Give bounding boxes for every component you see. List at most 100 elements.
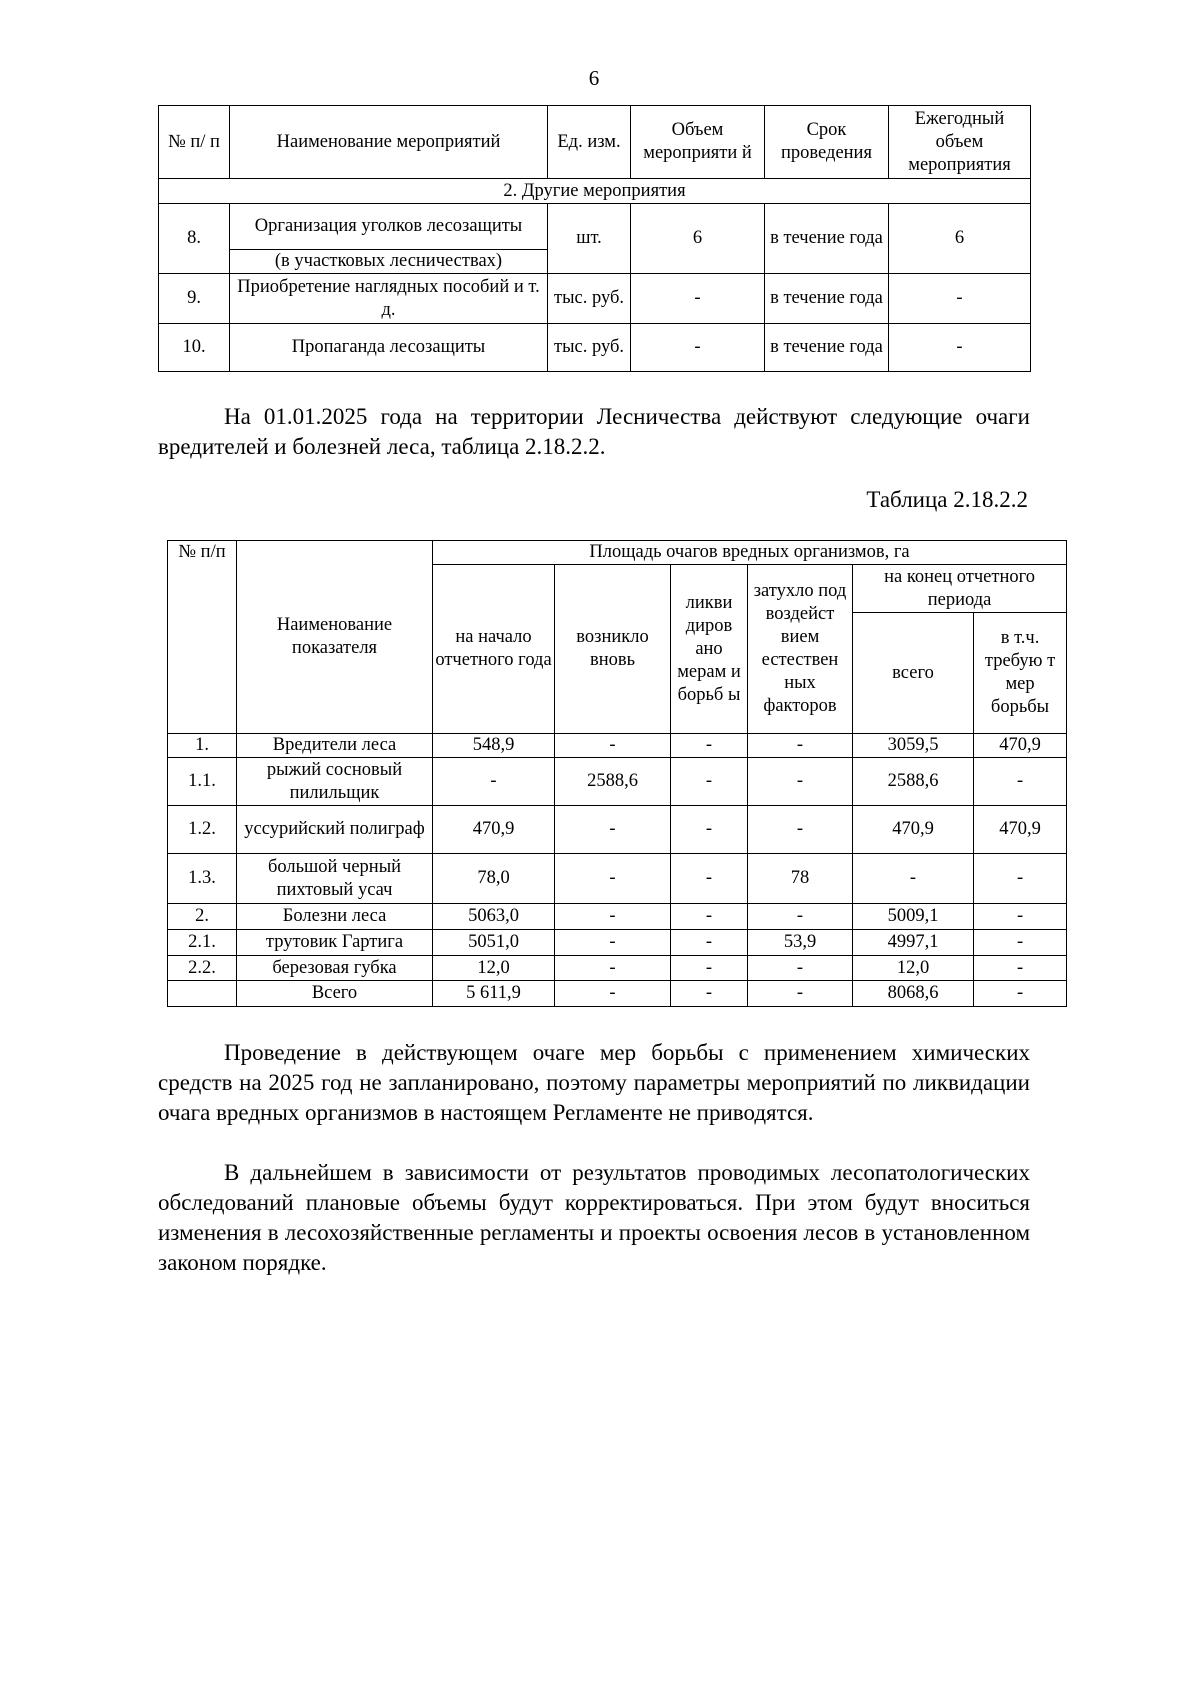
row-liquidated: - xyxy=(670,980,748,1007)
row-annual: - xyxy=(888,323,1031,372)
row-number xyxy=(167,980,237,1007)
row-number: 2.2. xyxy=(167,955,237,981)
table-row: 9. Приобретение наглядных пособий и т. д… xyxy=(158,273,1031,324)
row-new: - xyxy=(554,903,671,930)
row-unit: шт. xyxy=(547,203,631,274)
row-end-need: - xyxy=(972,955,1068,981)
row-new: - xyxy=(554,853,671,904)
row-annual: - xyxy=(888,273,1031,324)
row-new: - xyxy=(554,929,671,956)
section-title: 2. Другие мероприятия xyxy=(158,178,1031,204)
row-name: березовая губка xyxy=(236,955,433,981)
row-name: трутовик Гартига xyxy=(236,929,433,956)
row-annual: 6 xyxy=(888,203,1031,274)
header-liquidated: ликви диров ано мерам и борьб ы xyxy=(670,564,748,734)
row-liquidated: - xyxy=(670,853,748,904)
row-unit: тыс. руб. xyxy=(547,273,631,324)
row-new: - xyxy=(554,980,671,1007)
row-name: рыжий сосновый пилильщик xyxy=(236,757,433,806)
row-number: 8. xyxy=(158,203,230,274)
table-row: 8. Организация уголков лесозащиты шт. 6 … xyxy=(158,203,1031,274)
row-number: 1. xyxy=(167,733,237,758)
row-volume: - xyxy=(630,323,765,372)
row-faded: - xyxy=(747,733,853,758)
row-number: 2.1. xyxy=(167,929,237,956)
header-cell: Наименование мероприятий xyxy=(229,105,548,179)
row-name: Болезни леса xyxy=(236,903,433,930)
row-name: Всего xyxy=(236,980,433,1007)
row-end-total: 5009,1 xyxy=(852,903,974,930)
table-row: 2. Болезни леса 5063,0- - -5009,1- xyxy=(167,903,1068,930)
row-name: Вредители леса xyxy=(236,733,433,758)
table-row: 1.1. рыжий сосновый пилильщик -2588,6- -258… xyxy=(167,757,1068,806)
row-start: 5063,0 xyxy=(432,903,555,930)
row-term: в течение года xyxy=(764,323,889,372)
row-faded: - xyxy=(747,805,853,854)
table-row-note: (в участковых лесничествах) xyxy=(159,249,1031,274)
row-number: 9. xyxy=(158,273,230,324)
row-faded: - xyxy=(747,903,853,930)
table-row: 2.1. трутовик Гартига 5051,0- -53,9 4997,1- xyxy=(167,929,1068,956)
header-group: Площадь очагов вредных организмов, га xyxy=(431,540,1068,565)
row-unit: тыс. руб. xyxy=(547,323,631,372)
row-number: 2. xyxy=(167,903,237,930)
row-liquidated: - xyxy=(670,757,748,806)
header-cell: № п/ п xyxy=(158,105,230,179)
table-row: 1.2. уссурийский полиграф 470,9- - -470,9 470… xyxy=(167,805,1068,854)
row-start: 5 611,9 xyxy=(432,980,555,1007)
row-name: уссурийский полиграф xyxy=(236,805,433,854)
table-row: 1. Вредители леса 548,9- - -3059,5 470,9 xyxy=(167,733,1068,758)
row-end-total: 4997,1 xyxy=(852,929,974,956)
row-new: 2588,6 xyxy=(554,757,671,806)
row-end-need: 470,9 xyxy=(972,805,1068,854)
row-name: большой черный пихтовый усач xyxy=(236,853,433,904)
header-cell: Объем мероприяти й xyxy=(630,105,765,179)
page-number: 6 xyxy=(588,66,600,90)
row-faded: 53,9 xyxy=(747,929,853,956)
row-name: Пропаганда лесозащиты xyxy=(229,323,548,372)
table-row: 10. Пропаганда лесозащиты тыс. руб. - в … xyxy=(158,323,1031,372)
row-liquidated: - xyxy=(670,929,748,956)
row-liquidated: - xyxy=(670,733,748,758)
row-volume: 6 xyxy=(630,203,765,274)
header-total: всего xyxy=(852,612,974,734)
pest-foci-table: № п/п Наименование показателя Площадь оч… xyxy=(167,540,1068,1007)
header-num: № п/п xyxy=(167,540,237,734)
row-term: в течение года xyxy=(764,203,889,274)
table-caption: Таблица 2.18.2.2 xyxy=(866,487,1028,512)
table-header-row: № п/п Наименование показателя Площадь оч… xyxy=(167,540,1068,734)
row-end-total: 470,9 xyxy=(852,805,974,854)
table-row: 2.2. березовая губка 12,0- - -12,0- xyxy=(167,955,1068,981)
row-end-total: 12,0 xyxy=(852,955,974,981)
row-start: 78,0 xyxy=(432,853,555,904)
table-row: 1.3. большой черный пихтовый усач 78,0- -78… xyxy=(167,853,1068,904)
row-number: 1.1. xyxy=(167,757,237,806)
row-start: 548,9 xyxy=(432,733,555,758)
row-number: 1.2. xyxy=(167,805,237,854)
row-faded: - xyxy=(747,980,853,1007)
row-end-need: - xyxy=(972,980,1068,1007)
row-end-need: - xyxy=(972,757,1068,806)
row-end-total: - xyxy=(852,853,974,904)
row-faded: - xyxy=(747,955,853,981)
header-cell: Ежегодный объем мероприятия xyxy=(888,105,1031,179)
row-end-total: 2588,6 xyxy=(852,757,974,806)
header-cell: Срок проведения xyxy=(764,105,889,179)
row-name: Организация уголков лесозащиты xyxy=(229,203,548,250)
row-end-need: - xyxy=(972,929,1068,956)
row-end-total: 3059,5 xyxy=(852,733,974,758)
table-header-row: на начало отчетного года возникло вновь … xyxy=(168,564,1068,734)
header-new: возникло вновь xyxy=(554,564,671,734)
paragraph-future: В дальнейшем в зависимости от результато… xyxy=(158,1160,1030,1275)
row-end-need: - xyxy=(972,853,1068,904)
row-liquidated: - xyxy=(670,903,748,930)
table-header-row: № п/ п Наименование мероприятий Ед. изм.… xyxy=(158,105,1031,179)
row-new: - xyxy=(554,955,671,981)
header-end: на конец отчетного периода xyxy=(851,564,1068,613)
header-faded: затухло под воздейст вием естествен ных … xyxy=(747,564,853,734)
header-cell: Ед. изм. xyxy=(547,105,631,179)
row-name-note: (в участковых лесничествах) xyxy=(229,249,548,274)
section-row: 2. Другие мероприятия xyxy=(158,178,1031,204)
table-header-row: всего в т.ч. требую т мер борьбы xyxy=(168,612,1068,734)
row-end-total: 8068,6 xyxy=(852,980,974,1007)
